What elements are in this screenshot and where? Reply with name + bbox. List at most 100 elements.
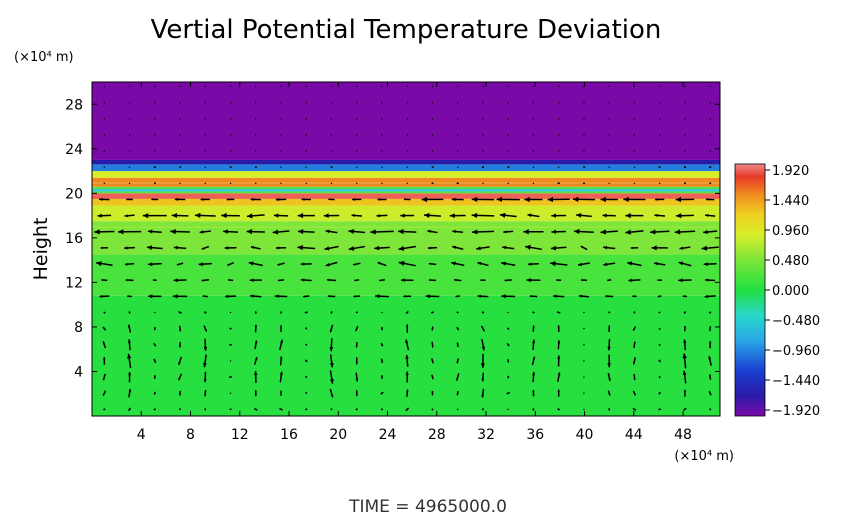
wind-vector-453 xyxy=(625,212,644,219)
wind-vector-66 xyxy=(177,356,183,366)
wind-vector-494 xyxy=(674,229,696,235)
wind-vector-83 xyxy=(179,85,181,88)
wind-vector-367 xyxy=(524,244,542,251)
wind-vector-4 xyxy=(102,341,107,349)
wind-vector-112 xyxy=(225,294,237,299)
wind-vector-333 xyxy=(482,118,484,120)
wind-vector-476 xyxy=(658,182,661,185)
wind-vector-266 xyxy=(406,182,408,185)
wind-vector-299 xyxy=(456,326,460,331)
wind-vector-355 xyxy=(507,101,509,104)
wind-vector-99 xyxy=(204,166,206,168)
wind-vector-402 xyxy=(583,360,585,362)
wind-vector-264 xyxy=(400,213,415,218)
colorbar-tick-label-3: 0.480 xyxy=(772,254,809,269)
wind-vector-385 xyxy=(553,294,565,298)
wind-vector-172 xyxy=(305,343,308,346)
wind-vector-28 xyxy=(127,295,132,298)
wind-vector-205 xyxy=(330,150,333,152)
wind-vector-313 xyxy=(457,101,459,104)
wind-vector-464 xyxy=(658,376,661,379)
wind-vector-360 xyxy=(531,356,536,366)
wind-vector-107 xyxy=(229,375,233,379)
wind-vector-153 xyxy=(280,311,283,314)
wind-vector-63 xyxy=(178,408,182,411)
wind-vector-162 xyxy=(280,166,282,168)
wind-vector-115 xyxy=(224,246,237,250)
wind-vector-286 xyxy=(421,196,444,203)
wind-vector-91 xyxy=(202,295,208,298)
field-band-0 xyxy=(92,295,720,416)
temperature-field xyxy=(92,82,720,416)
wind-vector-452 xyxy=(625,229,644,235)
wind-vector-347 xyxy=(503,230,514,234)
wind-vector-34 xyxy=(126,198,133,201)
wind-vector-486 xyxy=(682,353,687,369)
wind-vector-373 xyxy=(532,150,535,152)
wind-vector-201 xyxy=(323,213,340,218)
wind-vector-524 xyxy=(709,85,711,88)
wind-vector-148 xyxy=(280,390,282,396)
x-tick-label-3: 16 xyxy=(280,427,298,443)
wind-vector-183 xyxy=(305,166,307,168)
wind-vector-240 xyxy=(377,261,387,267)
wind-vector-32 xyxy=(117,229,142,235)
wind-vector-184 xyxy=(305,150,307,152)
wind-vector-366 xyxy=(528,262,539,266)
wind-vector-319 xyxy=(481,338,486,351)
wind-vector-163 xyxy=(280,150,282,152)
wind-vector-54 xyxy=(142,212,167,219)
colorbar-tick-label-4: 0.000 xyxy=(772,284,809,299)
wind-vector-1 xyxy=(102,390,107,396)
wind-vector-399 xyxy=(583,408,585,411)
wind-vector-235 xyxy=(380,342,384,347)
wind-vector-60 xyxy=(154,118,156,120)
wind-vector-122 xyxy=(229,134,232,136)
wind-vector-6 xyxy=(103,311,106,314)
wind-vector-36 xyxy=(128,166,131,168)
field-band-11 xyxy=(92,82,720,160)
wind-vector-198 xyxy=(325,261,338,267)
wind-vector-96 xyxy=(194,212,216,219)
wind-vector-306 xyxy=(449,213,466,219)
wind-vector-70 xyxy=(172,294,188,299)
wind-vector-475 xyxy=(654,198,665,201)
y-tick-label-1: 8 xyxy=(74,320,83,336)
wind-vector-498 xyxy=(683,166,686,169)
wind-vector-415 xyxy=(583,150,585,152)
wind-vector-312 xyxy=(457,118,459,120)
wind-vector-414 xyxy=(583,166,586,169)
wind-vector-118 xyxy=(226,198,235,201)
wind-vector-13 xyxy=(99,197,110,201)
wind-vector-270 xyxy=(406,118,408,120)
wind-vector-365 xyxy=(526,278,541,283)
wind-vector-297 xyxy=(456,358,460,364)
wind-vector-48 xyxy=(154,311,156,314)
wind-vector-21 xyxy=(128,407,132,412)
wind-vector-353 xyxy=(507,134,509,136)
wind-vector-49 xyxy=(148,294,162,299)
wind-vector-406 xyxy=(578,294,590,298)
wind-vector-42 xyxy=(153,408,157,411)
wind-vector-45 xyxy=(153,358,157,364)
wind-vector-448 xyxy=(632,295,637,298)
wind-vector-445 xyxy=(633,341,636,348)
wind-vector-139 xyxy=(250,197,261,201)
wind-vector-332 xyxy=(482,134,484,136)
wind-vector-246 xyxy=(381,166,383,168)
wind-vector-71 xyxy=(173,278,187,283)
wind-vector-255 xyxy=(405,354,409,367)
wind-vector-392 xyxy=(557,182,560,185)
wind-vector-22 xyxy=(128,388,132,398)
wind-vector-171 xyxy=(304,359,308,363)
wind-vector-508 xyxy=(709,341,712,349)
wind-vector-111 xyxy=(229,311,232,314)
wind-vector-150 xyxy=(279,356,283,366)
wind-vector-247 xyxy=(381,150,383,152)
wind-vector-135 xyxy=(248,261,263,267)
wind-vector-395 xyxy=(557,134,560,136)
wind-vector-384 xyxy=(556,311,561,314)
wind-vector-146 xyxy=(255,85,257,88)
wind-vector-484 xyxy=(683,389,686,397)
wind-vector-352 xyxy=(507,150,509,152)
